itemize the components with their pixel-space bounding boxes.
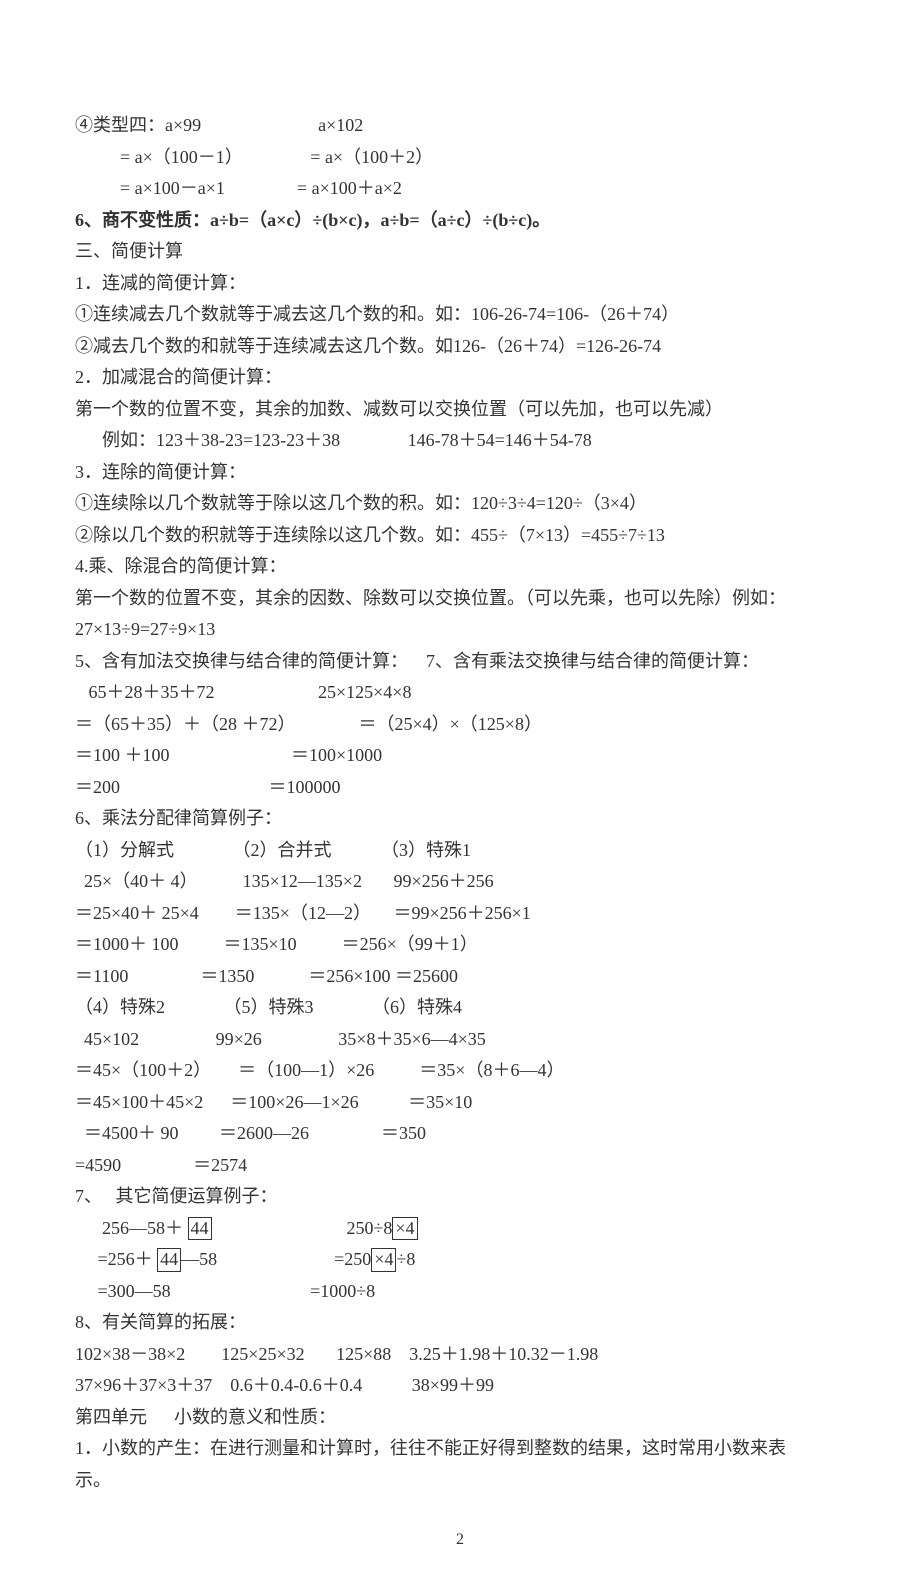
text-line: = a×100－a×1 = a×100＋a×2	[75, 173, 845, 205]
text-line: 102×38－38×2 125×25×32 125×88 3.25＋1.98＋1…	[75, 1339, 845, 1371]
text-line: ①连续减去几个数就等于减去这几个数的和。如：106-26-74=106-（26＋…	[75, 299, 845, 331]
text-line: 5、含有加法交换律与结合律的简便计算： 7、含有乘法交换律与结合律的简便计算：	[75, 646, 845, 678]
text-line: 3．连除的简便计算：	[75, 457, 845, 489]
text-line: 65＋28＋35＋72 25×125×4×8	[75, 677, 845, 709]
text-line: ＝1000＋ 100 ＝135×10 ＝256×（99＋1）	[75, 929, 845, 961]
text-line: （4）特殊2 （5）特殊3 （6）特殊4	[75, 992, 845, 1024]
document-page: ④类型四：a×99 a×102 = a×（100－1） = a×（100＋2） …	[0, 0, 920, 1594]
text-line: ②除以几个数的积就等于连续除以这几个数。如：455÷（7×13）=455÷7÷1…	[75, 520, 845, 552]
text-line: 1．连减的简便计算：	[75, 268, 845, 300]
text-line: 7、 其它简便运算例子：	[75, 1181, 845, 1213]
page-number: 2	[75, 1526, 845, 1554]
text-line: 例如：123＋38-23=123-23＋38 146-78＋54=146＋54-…	[75, 425, 845, 457]
boxed-number: 44	[157, 1248, 181, 1272]
text-line: =300—58 =1000÷8	[75, 1276, 845, 1308]
text-line: 27×13÷9=27÷9×13	[75, 614, 845, 646]
text-line: ①连续除以几个数就等于除以这几个数的积。如：120÷3÷4=120÷（3×4）	[75, 488, 845, 520]
text-line: ＝200 ＝100000	[75, 772, 845, 804]
text-line: 2．加减混合的简便计算：	[75, 362, 845, 394]
text-line: 6、乘法分配律简算例子：	[75, 803, 845, 835]
text-line: （1）分解式 （2）合并式 （3）特殊1	[75, 835, 845, 867]
text-line: 25×（40＋ 4） 135×12—135×2 99×256＋256	[75, 866, 845, 898]
text-line: ＝45×（100＋2） ＝（100—1）×26 ＝35×（8＋6—4）	[75, 1055, 845, 1087]
text-line: 8、有关简算的拓展：	[75, 1307, 845, 1339]
boxed-number: ×4	[371, 1248, 396, 1272]
text-line: 256—58＋ 44 250÷8×4	[75, 1213, 845, 1245]
text-line: 45×102 99×26 35×8＋35×6—4×35	[75, 1024, 845, 1056]
document-content: ④类型四：a×99 a×102 = a×（100－1） = a×（100＋2） …	[75, 110, 845, 1496]
text-line: 1．小数的产生：在进行测量和计算时，往往不能正好得到整数的结果，这时常用小数来表	[75, 1433, 845, 1465]
text-line: ②减去几个数的和就等于连续减去这几个数。如126-（26＋74）=126-26-…	[75, 331, 845, 363]
text-line: 三、简便计算	[75, 236, 845, 268]
text-line: 第四单元 小数的意义和性质：	[75, 1402, 845, 1434]
text-line: 示。	[75, 1465, 845, 1497]
text-line: ＝4500＋ 90 ＝2600—26 ＝350	[75, 1118, 845, 1150]
text-line: = a×（100－1） = a×（100＋2）	[75, 142, 845, 174]
text-line: ④类型四：a×99 a×102	[75, 110, 845, 142]
text-line: 第一个数的位置不变，其余的加数、减数可以交换位置（可以先加，也可以先减）	[75, 394, 845, 426]
text-line: 37×96＋37×3＋37 0.6＋0.4-0.6＋0.4 38×99＋99	[75, 1370, 845, 1402]
text-line: ＝（65＋35）＋（28 ＋72） ＝（25×4）×（125×8）	[75, 709, 845, 741]
boxed-number: ×4	[392, 1217, 417, 1241]
text-line: 4.乘、除混合的简便计算：	[75, 551, 845, 583]
text-line: ＝1100 ＝1350 ＝256×100 ＝25600	[75, 961, 845, 993]
text-line: =256＋ 44—58 =250×4÷8	[75, 1244, 845, 1276]
boxed-number: 44	[188, 1217, 212, 1241]
text-line: ＝100 ＋100 ＝100×1000	[75, 740, 845, 772]
text-line: ＝45×100＋45×2 ＝100×26—1×26 ＝35×10	[75, 1087, 845, 1119]
text-line: ＝25×40＋ 25×4 ＝135×（12—2） ＝99×256＋256×1	[75, 898, 845, 930]
text-line: 第一个数的位置不变，其余的因数、除数可以交换位置。（可以先乘，也可以先除）例如：	[75, 583, 845, 615]
text-line: 6、商不变性质：a÷b=（a×c）÷(b×c)，a÷b=（a÷c）÷(b÷c)。	[75, 205, 845, 237]
text-line: =4590 ＝2574	[75, 1150, 845, 1182]
